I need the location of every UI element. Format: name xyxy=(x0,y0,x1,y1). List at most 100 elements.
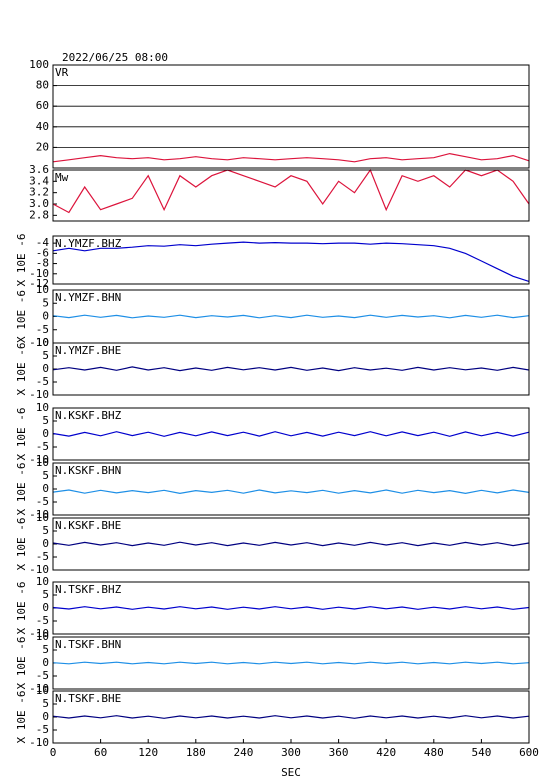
panel-frame xyxy=(52,517,530,571)
panel-label: Mw xyxy=(55,171,69,184)
panel-label: N.YMZF.BHZ xyxy=(55,237,122,250)
trace xyxy=(52,314,530,319)
panel-frame xyxy=(52,64,530,169)
trace xyxy=(52,661,530,665)
trace xyxy=(52,241,530,282)
y-tick-label: 10 xyxy=(36,575,49,588)
y-tick-label: -5 xyxy=(36,495,49,508)
y-tick-label: 0 xyxy=(42,482,49,495)
y-tick-label: 10 xyxy=(36,401,49,414)
chart-title: 2022/06/25 08:00 xyxy=(62,51,168,64)
y-tick-label: 3.2 xyxy=(29,186,49,199)
x-tick-label: 120 xyxy=(138,746,158,759)
y-tick-label: 3.0 xyxy=(29,197,49,210)
x-tick-label: 600 xyxy=(519,746,539,759)
y-tick-label: 2.8 xyxy=(29,208,49,221)
x-tick-label: 60 xyxy=(94,746,107,759)
y-tick-label: -10 xyxy=(29,508,49,521)
y-tick-label: -10 xyxy=(29,336,49,349)
x-tick-label: 180 xyxy=(186,746,206,759)
x-axis-label: SEC xyxy=(281,766,301,779)
panel-frame xyxy=(52,169,530,222)
y-tick-label: 0 xyxy=(42,601,49,614)
trace xyxy=(52,489,530,495)
y-tick-label: 40 xyxy=(36,120,49,133)
y-tick-label: 3.4 xyxy=(29,174,49,187)
y-tick-label: 5 xyxy=(42,697,49,710)
y-tick-label: 0 xyxy=(42,427,49,440)
y-tick-label: 10 xyxy=(36,684,49,697)
y-axis-label: X 10E -6 xyxy=(15,290,28,343)
x-tick-label: 0 xyxy=(50,746,57,759)
y-tick-label: 10 xyxy=(36,630,49,643)
panel-frame xyxy=(52,407,530,461)
panel-label: N.KSKF.BHE xyxy=(55,519,121,532)
y-axis-label: X 10E -6 xyxy=(15,343,28,396)
y-tick-label: 5 xyxy=(42,349,49,362)
y-tick-label: -10 xyxy=(29,563,49,576)
panel-label: N.KSKF.BHZ xyxy=(55,409,122,422)
y-tick-label: 20 xyxy=(36,140,49,153)
y-tick-label: 100 xyxy=(29,58,49,71)
y-tick-label: -10 xyxy=(29,388,49,401)
y-axis-label: X 10E -6 xyxy=(15,518,28,571)
y-tick-label: -5 xyxy=(36,723,49,736)
panel-label: N.KSKF.BHN xyxy=(55,464,121,477)
trace xyxy=(52,541,530,547)
y-tick-label: -5 xyxy=(36,375,49,388)
y-tick-label: -10 xyxy=(29,267,49,280)
y-axis-label: X 10E -6 xyxy=(15,234,28,287)
y-tick-label: 5 xyxy=(42,643,49,656)
trace xyxy=(52,431,530,437)
x-tick-label: 240 xyxy=(233,746,253,759)
panel-frame xyxy=(52,581,530,635)
y-axis-label: X 10E -6 xyxy=(15,691,28,744)
y-tick-label: -10 xyxy=(29,453,49,466)
x-tick-label: 360 xyxy=(329,746,349,759)
y-tick-label: 80 xyxy=(36,79,49,92)
panel-label: VR xyxy=(55,66,69,79)
y-axis-label: X 10E -6 xyxy=(15,637,28,690)
y-tick-label: -5 xyxy=(36,550,49,563)
y-tick-label: 5 xyxy=(42,469,49,482)
trace xyxy=(52,168,530,214)
y-tick-label: -10 xyxy=(29,627,49,640)
y-tick-label: -5 xyxy=(36,323,49,336)
x-tick-label: 300 xyxy=(281,746,301,759)
y-tick-label: -8 xyxy=(36,257,49,270)
y-tick-label: 10 xyxy=(36,456,49,469)
y-tick-label: 0 xyxy=(42,656,49,669)
y-tick-label: -5 xyxy=(36,440,49,453)
y-tick-label: -10 xyxy=(29,682,49,695)
panel-label: N.YMZF.BHE xyxy=(55,344,121,357)
x-tick-label: 540 xyxy=(471,746,491,759)
y-tick-label: 0 xyxy=(42,362,49,375)
y-tick-label: -6 xyxy=(36,246,49,259)
x-tick-label: 420 xyxy=(376,746,396,759)
y-tick-label: -5 xyxy=(36,669,49,682)
y-tick-label: -10 xyxy=(29,736,49,749)
panel-frame xyxy=(52,462,530,516)
trace xyxy=(52,366,530,372)
y-tick-label: 10 xyxy=(36,336,49,349)
trace xyxy=(52,152,530,163)
panel-label: N.TSKF.BHZ xyxy=(55,583,122,596)
panel-frame xyxy=(52,235,530,285)
y-tick-label: 10 xyxy=(36,283,49,296)
y-tick-label: 5 xyxy=(42,296,49,309)
y-tick-label: 0 xyxy=(42,310,49,323)
panel-frame xyxy=(52,342,530,396)
y-tick-label: 0 xyxy=(42,710,49,723)
y-tick-label: 5 xyxy=(42,414,49,427)
panel-label: N.TSKF.BHN xyxy=(55,638,121,651)
y-tick-label: 5 xyxy=(42,588,49,601)
y-axis-label: X 10E -6 xyxy=(15,582,28,635)
y-axis-label: X 10E -6 xyxy=(15,408,28,461)
y-tick-label: 0 xyxy=(42,537,49,550)
y-tick-label: 3.6 xyxy=(29,163,49,176)
panel-frame xyxy=(52,636,530,690)
trace xyxy=(52,606,530,610)
panel-label: N.TSKF.BHE xyxy=(55,692,121,705)
y-tick-label: -4 xyxy=(36,236,50,249)
